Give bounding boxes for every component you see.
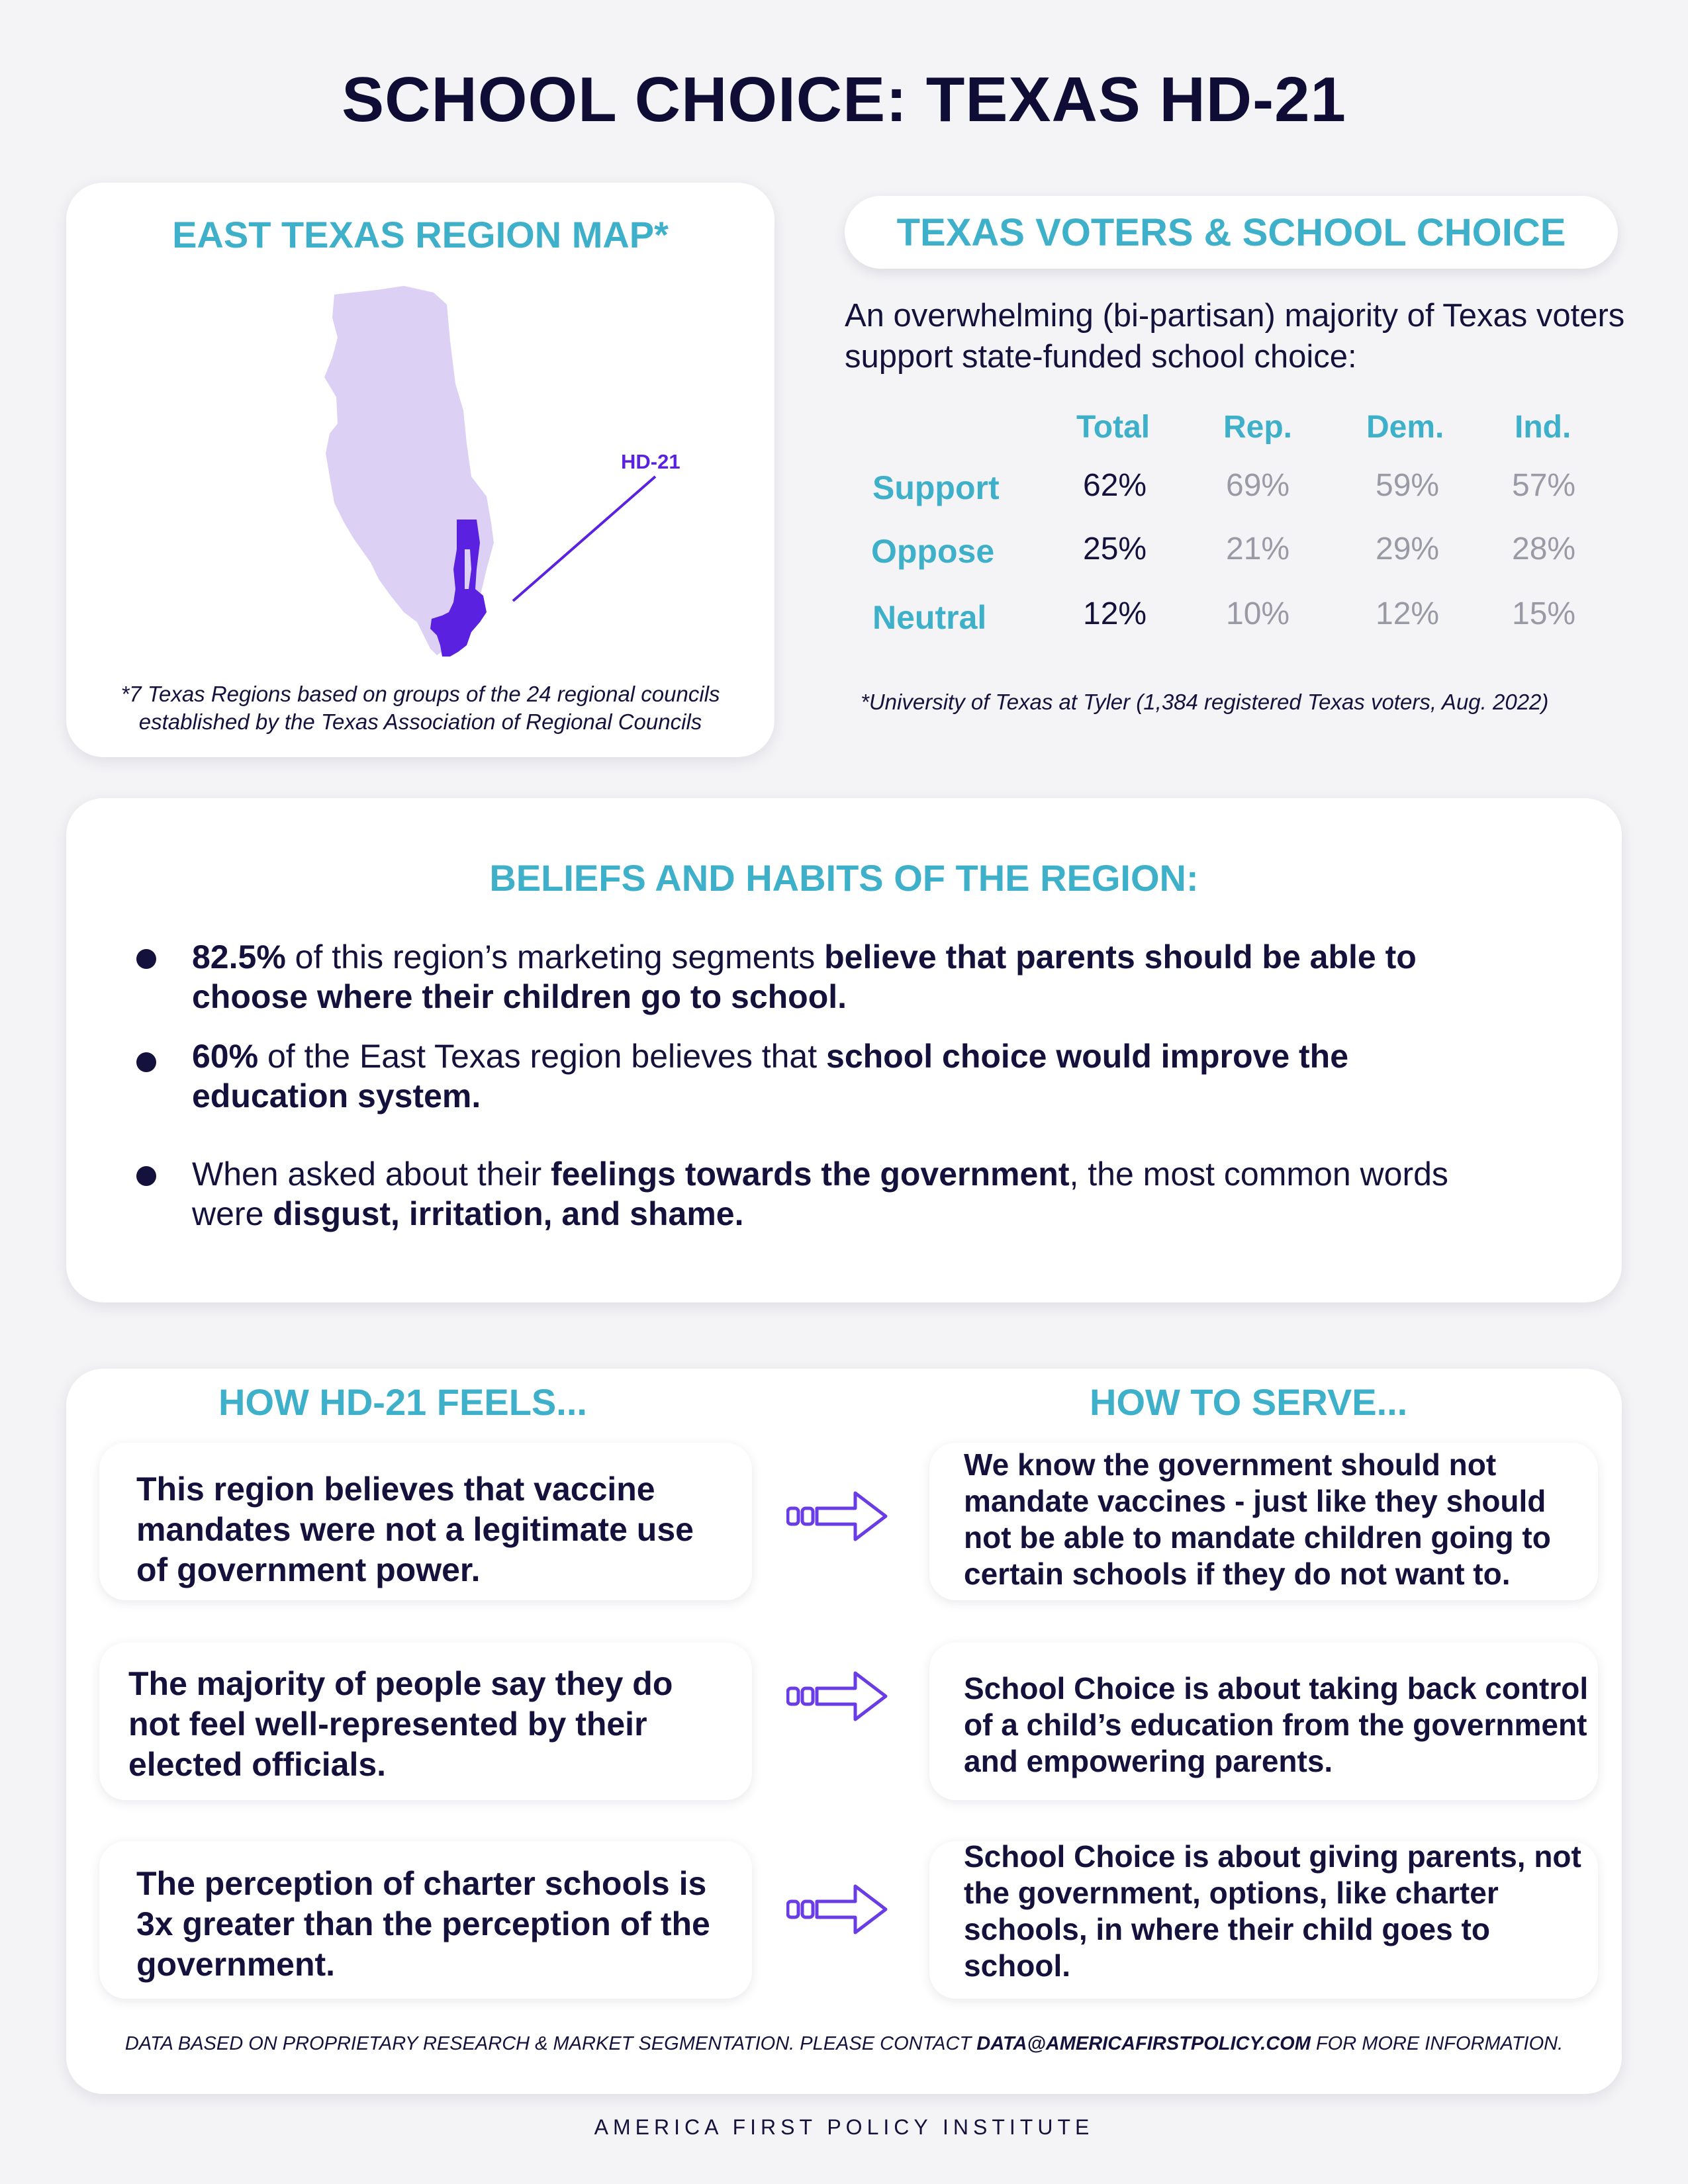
table-cell: 57% xyxy=(1512,468,1576,503)
triple-arrow-right-icon xyxy=(786,1491,888,1541)
page-title: SCHOOL CHOICE: TEXAS HD-21 xyxy=(342,64,1346,135)
beliefs-title: BELIEFS AND HABITS OF THE REGION: xyxy=(489,857,1199,899)
table-cell: 69% xyxy=(1226,468,1290,503)
col-header-total: Total xyxy=(1076,410,1150,445)
east-texas-region-shape xyxy=(324,286,494,655)
table-cell: 10% xyxy=(1226,596,1290,631)
serve-statement: We know the government should not mandat… xyxy=(964,1447,1551,1591)
bullet-dot xyxy=(136,1166,156,1186)
hd21-district-shape xyxy=(430,520,487,657)
hd21-pointer-line xyxy=(512,475,657,602)
map-footnote: *7 Texas Regions based on groups of the … xyxy=(120,682,720,734)
contact-email[interactable]: DATA@AMERICAFIRSTPOLICY.COM xyxy=(976,2033,1311,2054)
table-cell: 12% xyxy=(1376,596,1440,631)
feels-title: HOW HD-21 FEELS... xyxy=(218,1381,587,1423)
col-header-ind: Ind. xyxy=(1515,410,1571,445)
row-label-neutral: Neutral xyxy=(872,599,987,636)
hd21-label: HD-21 xyxy=(621,450,680,473)
organization-name: AMERICA FIRST POLICY INSTITUTE xyxy=(594,2115,1094,2139)
voters-intro: An overwhelming (bi-partisan) majority o… xyxy=(845,298,1625,375)
table-cell: 29% xyxy=(1376,531,1440,567)
voters-title: TEXAS VOTERS & SCHOOL CHOICE xyxy=(896,210,1566,254)
row-label-support: Support xyxy=(872,469,1000,506)
hd21-district-gap xyxy=(465,549,471,589)
triple-arrow-right-icon xyxy=(786,1671,888,1721)
table-cell: 59% xyxy=(1376,468,1440,503)
footer-note: DATA BASED ON PROPRIETARY RESEARCH & MAR… xyxy=(124,2033,1564,2054)
east-texas-map xyxy=(324,286,657,657)
triple-arrow-right-icon xyxy=(786,1884,888,1934)
col-header-dem: Dem. xyxy=(1366,410,1444,445)
row-label-oppose: Oppose xyxy=(871,533,995,570)
survey-source: *University of Texas at Tyler (1,384 reg… xyxy=(861,690,1549,714)
serve-statement: School Choice is about taking back contr… xyxy=(964,1671,1589,1778)
serve-box xyxy=(929,1841,1598,1999)
serve-title: HOW TO SERVE... xyxy=(1090,1381,1408,1423)
table-cell: 21% xyxy=(1226,531,1290,567)
serve-box xyxy=(929,1643,1598,1800)
feel-box xyxy=(99,1643,752,1800)
belief-item: 60% of the East Texas region believes th… xyxy=(192,1038,1349,1115)
feel-statement: The perception of charter schools is 3x … xyxy=(136,1865,710,1983)
feel-statement: This region believes that vaccine mandat… xyxy=(136,1471,694,1588)
serve-box xyxy=(929,1443,1598,1600)
belief-item: 82.5% of this region’s marketing segment… xyxy=(192,938,1417,1015)
feel-box xyxy=(99,1841,752,1999)
belief-item: When asked about their feelings towards … xyxy=(192,1156,1448,1232)
feel-statement: The majority of people say they do not f… xyxy=(128,1665,673,1783)
bullet-dot xyxy=(136,949,156,969)
table-cell: 62% xyxy=(1083,468,1147,503)
map-title: EAST TEXAS REGION MAP* xyxy=(172,214,669,255)
col-header-rep: Rep. xyxy=(1223,410,1293,445)
table-cell: 12% xyxy=(1083,596,1147,631)
bullet-dot xyxy=(136,1052,156,1072)
feel-box xyxy=(99,1443,752,1600)
table-cell: 15% xyxy=(1512,596,1576,631)
table-cell: 25% xyxy=(1083,531,1147,567)
beliefs-card xyxy=(66,798,1622,1302)
voters-title-pill: TEXAS VOTERS & SCHOOL CHOICE xyxy=(845,196,1618,269)
table-cell: 28% xyxy=(1512,531,1576,567)
serve-statement: School Choice is about giving parents, n… xyxy=(964,1839,1581,1983)
